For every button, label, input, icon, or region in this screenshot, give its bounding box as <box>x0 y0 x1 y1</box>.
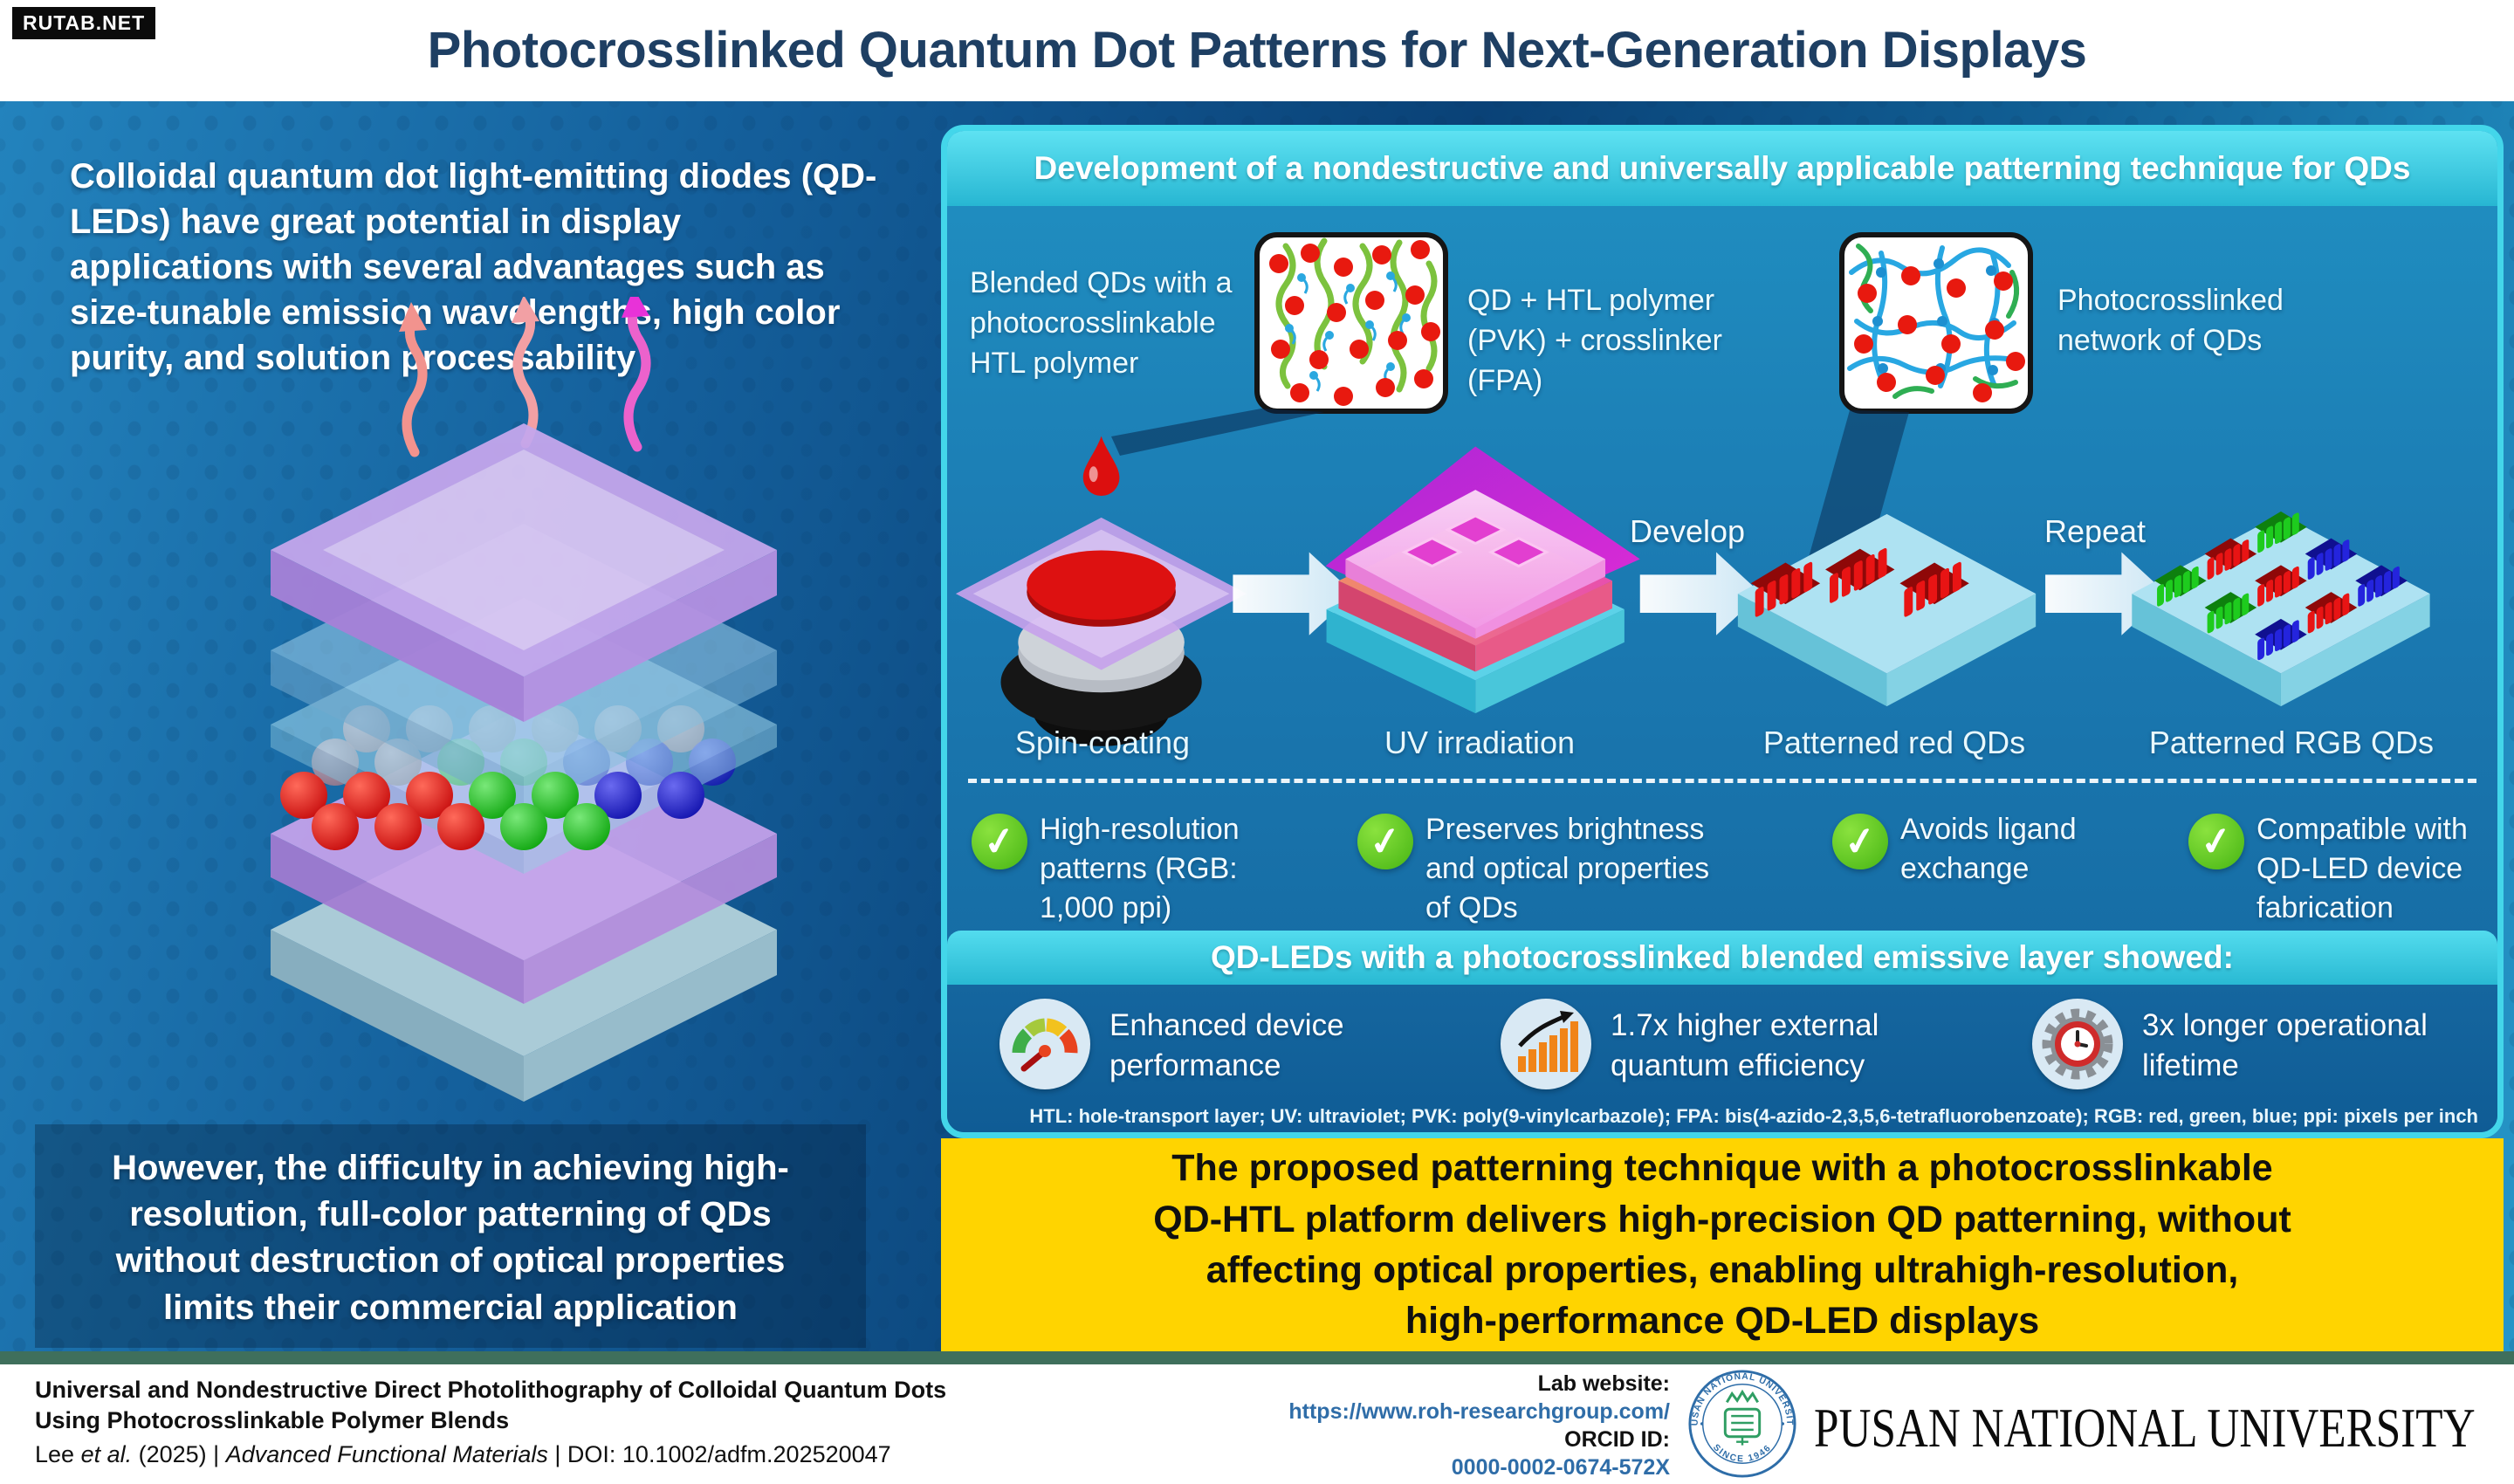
metrics-section: Enhanced device performance 1.7x higher … <box>947 985 2497 1132</box>
problem-statement-box: However, the difficulty in achieving hig… <box>35 1124 866 1348</box>
network-molecular-illustration <box>1847 244 2025 402</box>
step-label-patterned-rgb: Patterned RGB QDs <box>2148 725 2435 760</box>
bar-chart-icon <box>1501 999 1591 1089</box>
ink-droplet <box>1082 436 1120 497</box>
technique-panel-header: Development of a nondestructive and univ… <box>947 131 2497 206</box>
step-label-spin-coating: Spin-coating <box>1014 725 1191 760</box>
seal-emblem <box>1723 1389 1762 1446</box>
page-title: Photocrosslinked Quantum Dot Patterns fo… <box>427 22 2087 79</box>
spin-coating-station <box>955 436 1247 746</box>
orcid-link[interactable]: 0000-0002-0674-572X <box>1451 1455 1670 1480</box>
step-label-patterned-red: Patterned red QDs <box>1762 725 2026 760</box>
conclusion-box: The proposed patterning technique with a… <box>941 1138 2504 1351</box>
lab-website-label: Lab website: <box>1537 1371 1670 1396</box>
clock-gear-icon <box>2032 999 2123 1089</box>
lab-links-block: Lab website: https://www.roh-researchgro… <box>1216 1370 1670 1481</box>
repeat-label: Repeat <box>2043 513 2147 549</box>
mix-label: QD + HTL polymer (PVK) + crosslinker (FP… <box>1467 284 1722 397</box>
university-seal: PUSAN NATIONAL UNIVERSITY SINCE 1946 <box>1686 1368 1796 1478</box>
step-label-uv-irradiation: UV irradiation <box>1384 725 1576 760</box>
benefit-high-resolution: High-resolution patterns (RGB: 1,000 ppi… <box>1040 813 1240 925</box>
citation: Lee et al. (2025) | Advanced Functional … <box>35 1441 891 1468</box>
uv-irradiation-station <box>1325 446 1640 714</box>
conclusion-line: affecting optical properties, enabling u… <box>1205 1249 2239 1291</box>
citation-doi: | DOI: 10.1002/adfm.202520047 <box>547 1441 891 1467</box>
blend-inset-box <box>1254 232 1448 414</box>
benefit-preserves-brightness: Preserves brightness and optical propert… <box>1425 813 1710 925</box>
header-band: RUTAB.NET Photocrosslinked Quantum Dot P… <box>0 0 2514 101</box>
citation-mid: (2025) | <box>132 1441 226 1467</box>
paper-title: Universal and Nondestructive Direct Phot… <box>35 1377 947 1434</box>
citation-authors: Lee <box>35 1441 81 1467</box>
conclusion-line: The proposed patterning technique with a… <box>1171 1147 2273 1190</box>
network-inset-box <box>1839 232 2033 414</box>
conclusion-line: high-performance QD-LED displays <box>1405 1300 2040 1343</box>
qdled-stack-illustration <box>271 297 777 1102</box>
conclusion-line: QD-HTL platform delivers high-precision … <box>1153 1198 2291 1240</box>
showed-header-bar: QD-LEDs with a photocrosslinked blended … <box>947 931 2497 985</box>
qd-spheres-front <box>280 772 704 850</box>
rgb-qd-patches <box>2154 511 2408 661</box>
orcid-label: ORCID ID: <box>1564 1427 1670 1452</box>
problem-statement: However, the difficulty in achieving hig… <box>112 1149 789 1327</box>
abbreviation-legend: HTL: hole-transport layer; UV: ultraviol… <box>1029 1105 2478 1127</box>
metric-eqe: 1.7x higher external quantum efficiency <box>1611 1008 1879 1082</box>
stack-purple-layer-top <box>271 423 777 722</box>
process-flow-illustration <box>955 436 2430 746</box>
develop-label: Develop <box>1629 513 1746 549</box>
dashed-separator <box>968 779 2476 783</box>
benefit-avoids-ligand: Avoids ligand exchange <box>1900 813 2077 886</box>
flow-arrow-2 <box>1639 552 1762 636</box>
lab-website-link[interactable]: https://www.roh-researchgroup.com/ <box>1288 1399 1670 1424</box>
watermark-badge: RUTAB.NET <box>12 7 156 39</box>
university-wordmark: PUSAN NATIONAL UNIVERSITY <box>1814 1397 2476 1459</box>
benefit-compatible: Compatible with QD-LED device fabricatio… <box>2256 813 2468 925</box>
projection-cones <box>1111 409 1909 581</box>
metric-performance: Enhanced device performance <box>1109 1008 1344 1082</box>
emission-arrows <box>399 297 651 457</box>
intro-paragraph: Colloidal quantum dot light-emitting dio… <box>70 157 877 377</box>
citation-etal: et al. <box>80 1441 133 1467</box>
flow-arrow-1 <box>1233 552 1355 636</box>
footer-divider <box>0 1351 2514 1364</box>
metric-lifetime: 3x longer operational lifetime <box>2142 1008 2428 1082</box>
patterned-red-station <box>1737 513 2037 707</box>
blend-molecular-illustration <box>1269 237 1440 406</box>
blend-label: Blended QDs with a photocrosslinkable HT… <box>970 266 1233 380</box>
footer-band: Universal and Nondestructive Direct Phot… <box>0 1364 2514 1484</box>
network-label: Photocrosslinked network of QDs <box>2057 284 2284 357</box>
citation-journal: Advanced Functional Materials <box>225 1441 548 1467</box>
technique-panel: Development of a nondestructive and univ… <box>941 125 2504 1138</box>
patterned-rgb-station <box>2132 511 2430 707</box>
gauge-icon <box>999 999 1090 1089</box>
